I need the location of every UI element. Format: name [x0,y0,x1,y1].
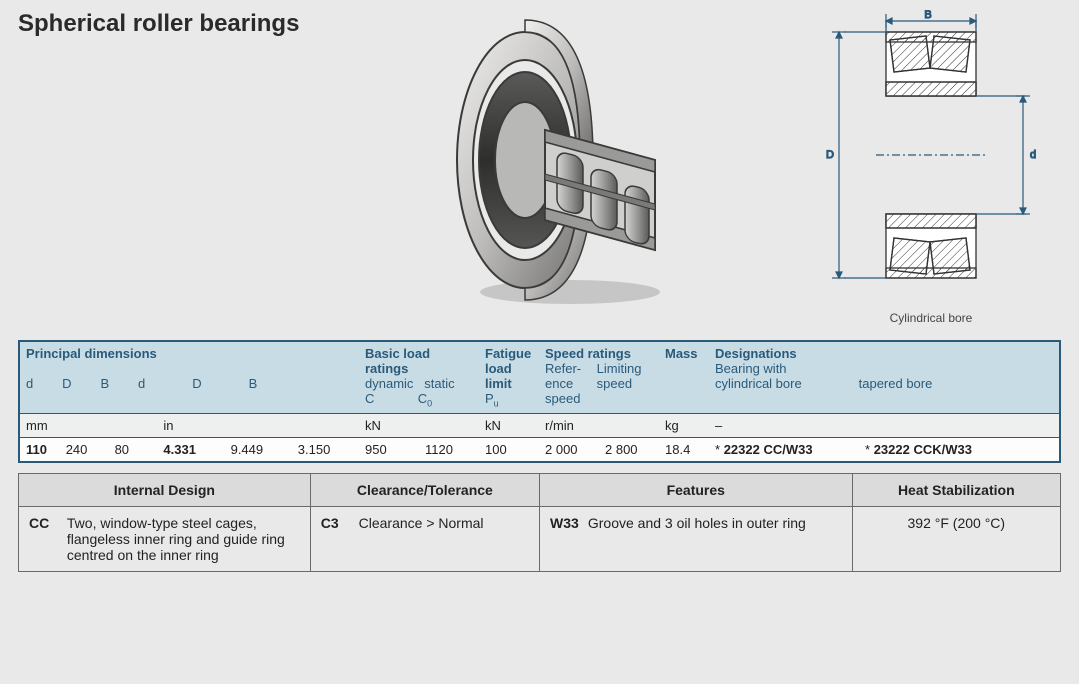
unit-kN2: kN [479,413,539,437]
spec-group-mass: Mass [665,346,698,361]
val-d-mm: 110 [26,442,47,457]
feat-hdr-features: Features [539,473,852,506]
unit-in: in [157,413,359,437]
feat-hdr-heat: Heat Stabilization [852,473,1060,506]
feat-heat: 392 °F (200 °C) [852,506,1060,571]
page-title: Spherical roller bearings [18,10,318,38]
features-table: Internal Design Clearance/Tolerance Feat… [18,473,1061,572]
feat-internal-code: CC [29,515,63,531]
feat-features-code: W33 [550,515,584,531]
spec-table: Principal dimensions d D B d D B Basic l… [18,340,1061,463]
val-desig-tap: 23222 CCK/W33 [874,442,972,457]
val-desig-cyl: 22322 CC/W33 [724,442,813,457]
spec-group-fatigue: Fatigue load limit [485,346,531,391]
spec-group-desig: Designations [715,346,797,361]
unit-kg: kg [659,413,709,437]
unit-rmin: r/min [539,413,659,437]
val-C: 950 [359,437,419,462]
val-B-mm: 80 [109,437,158,462]
val-Pu: 100 [479,437,539,462]
bearing-render [318,10,801,310]
feat-internal-desc: Two, window-type steel cages, flangeless… [67,515,298,563]
svg-text:d: d [1030,149,1036,161]
val-D-in: 9.449 [225,437,292,462]
val-B-in: 3.150 [292,437,359,462]
unit-dash: – [709,413,1060,437]
svg-text:B: B [924,10,931,21]
unit-mm: mm [19,413,157,437]
spec-group-basicload: Basic load ratings [365,346,430,376]
feat-features-desc: Groove and 3 oil holes in outer ring [588,515,840,531]
val-d-in: 4.331 [163,442,196,457]
feat-hdr-clearance: Clearance/Tolerance [310,473,539,506]
feat-clearance-code: C3 [321,515,355,531]
val-D-mm: 240 [60,437,109,462]
schematic-caption: Cylindrical bore [801,311,1061,325]
spec-group-speed: Speed ratings [545,346,631,361]
val-mass: 18.4 [659,437,709,462]
bearing-schematic: B D d [801,10,1061,325]
spec-group-principal: Principal dimensions [26,346,157,361]
val-speed-lim: 2 800 [599,437,659,462]
val-C0: 1120 [419,437,479,462]
feat-hdr-internal: Internal Design [19,473,311,506]
unit-kN: kN [359,413,479,437]
svg-text:D: D [826,149,834,161]
val-speed-ref: 2 000 [539,437,599,462]
feat-clearance-desc: Clearance > Normal [359,515,527,531]
